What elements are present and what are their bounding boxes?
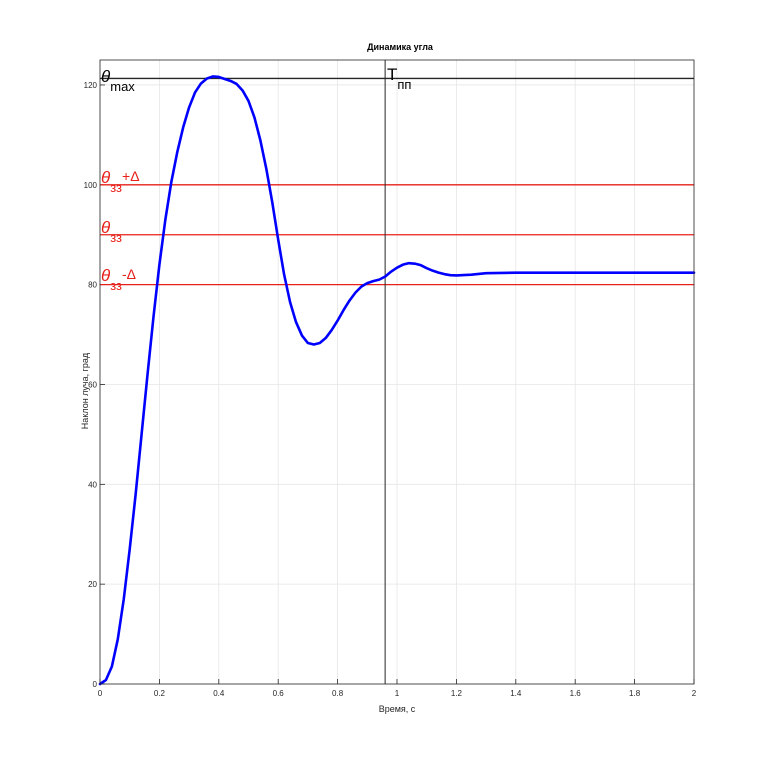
- grid: [99, 60, 695, 685]
- y-tick-label: 80: [88, 281, 97, 290]
- settling-time-label: Tпп: [387, 65, 411, 92]
- x-tick-label: 1.6: [570, 689, 582, 698]
- target-label: θзз: [101, 218, 122, 245]
- y-tick-label: 20: [88, 580, 97, 589]
- reference-lines: [100, 60, 694, 684]
- x-tick-label: 2: [692, 689, 697, 698]
- x-ticks: 0 0.2 0.4 0.6 0.8 1 1.2 1.4 1.6 1.8 2: [98, 679, 697, 698]
- annotations: θmax θзз+Δ θзз θзз-Δ Tпп: [101, 65, 411, 293]
- theta-max-label: θmax: [101, 67, 135, 94]
- y-tick-label: 120: [84, 81, 98, 90]
- x-tick-label: 0.6: [273, 689, 285, 698]
- y-ticks: 0 20 40 60 80 100 120: [84, 81, 105, 689]
- y-tick-label: 40: [88, 480, 97, 489]
- y-tick-label: 100: [84, 181, 98, 190]
- x-tick-label: 0: [98, 689, 103, 698]
- lower-bound-label: θзз-Δ: [101, 266, 136, 293]
- series-line: [98, 75, 696, 686]
- y-tick-label: 60: [88, 380, 97, 389]
- x-tick-label: 1: [395, 689, 400, 698]
- x-tick-label: 1.4: [510, 689, 522, 698]
- upper-bound-label: θзз+Δ: [101, 168, 140, 195]
- x-axis-title: Время, с: [379, 704, 416, 714]
- plot-frame: [99, 59, 695, 685]
- x-tick-label: 0.4: [213, 689, 225, 698]
- x-tick-label: 1.8: [629, 689, 641, 698]
- series-layer: [98, 75, 696, 686]
- y-axis-title: Наклон луча, град: [80, 352, 90, 429]
- x-tick-label: 0.2: [154, 689, 166, 698]
- y-tick-label: 0: [93, 680, 98, 689]
- chart-title: Динамика угла: [367, 42, 434, 52]
- x-tick-label: 0.8: [332, 689, 344, 698]
- x-tick-label: 1.2: [451, 689, 463, 698]
